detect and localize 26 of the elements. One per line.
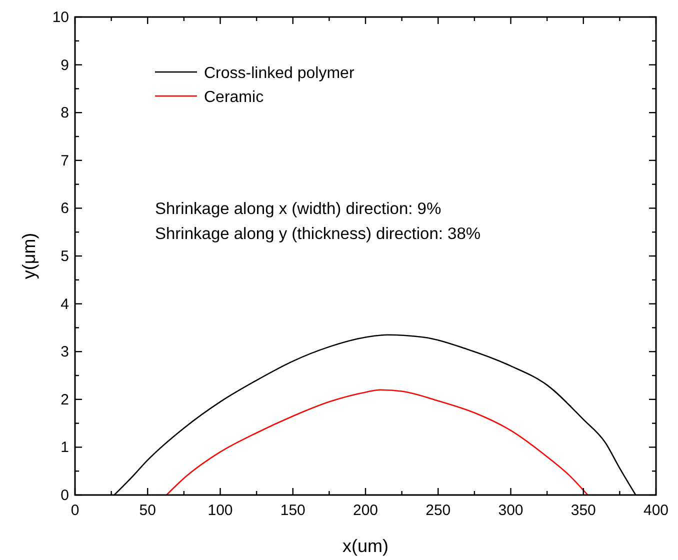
legend-label: Ceramic (204, 89, 264, 106)
annotation: Shrinkage along y (thickness) direction: 38% (155, 225, 481, 243)
line-series (166, 389, 588, 496)
y-tick-label: 2 (60, 391, 69, 408)
y-tick-label: 3 (60, 344, 69, 361)
y-tick-label: 8 (60, 104, 69, 122)
x-tick-label: 100 (208, 502, 233, 519)
y-tick-label: 7 (60, 152, 69, 170)
y-tick-label: 1 (60, 439, 69, 456)
x-tick-label: 350 (570, 502, 596, 519)
annotation: Shrinkage along x (width) direction: 9% (155, 200, 442, 218)
x-tick-label: 150 (280, 502, 306, 519)
x-axis-title: x(um) (342, 536, 388, 556)
x-tick-label: 250 (426, 502, 451, 519)
x-tick-label: 50 (139, 502, 156, 519)
y-axis-title: y(μm) (19, 232, 39, 280)
y-tick-label: 9 (60, 56, 69, 74)
x-tick-label: 300 (498, 502, 524, 519)
y-tick-label: 5 (60, 248, 69, 265)
y-tick-label: 4 (60, 296, 69, 313)
x-tick-label: 200 (352, 502, 378, 519)
y-tick-label: 6 (60, 200, 69, 218)
y-tick-label: 0 (60, 487, 69, 504)
legend-label: Cross-linked polymer (204, 65, 355, 82)
x-tick-label: 400 (643, 502, 669, 519)
y-tick-label: 10 (52, 9, 69, 26)
